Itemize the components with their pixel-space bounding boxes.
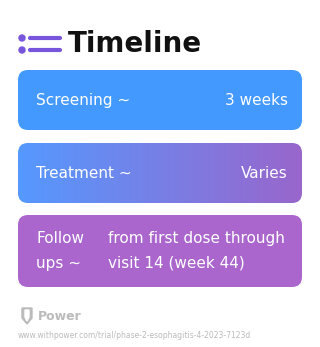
Text: ups ~: ups ~ — [36, 256, 81, 271]
Polygon shape — [25, 310, 29, 321]
Text: visit 14 (week 44): visit 14 (week 44) — [108, 256, 245, 271]
Text: www.withpower.com/trial/phase-2-esophagitis-4-2023-7123d: www.withpower.com/trial/phase-2-esophagi… — [18, 331, 251, 340]
Text: Treatment ~: Treatment ~ — [36, 166, 132, 180]
Circle shape — [19, 47, 25, 53]
Text: Follow: Follow — [36, 231, 84, 246]
Text: from first dose through: from first dose through — [108, 231, 285, 246]
Text: 3 weeks: 3 weeks — [225, 93, 288, 108]
FancyBboxPatch shape — [18, 70, 302, 130]
FancyBboxPatch shape — [18, 215, 302, 287]
Text: Power: Power — [38, 310, 82, 322]
Polygon shape — [22, 308, 32, 324]
Circle shape — [19, 35, 25, 41]
Text: Screening ~: Screening ~ — [36, 93, 130, 108]
Text: Timeline: Timeline — [68, 30, 202, 58]
Text: Varies: Varies — [241, 166, 288, 180]
